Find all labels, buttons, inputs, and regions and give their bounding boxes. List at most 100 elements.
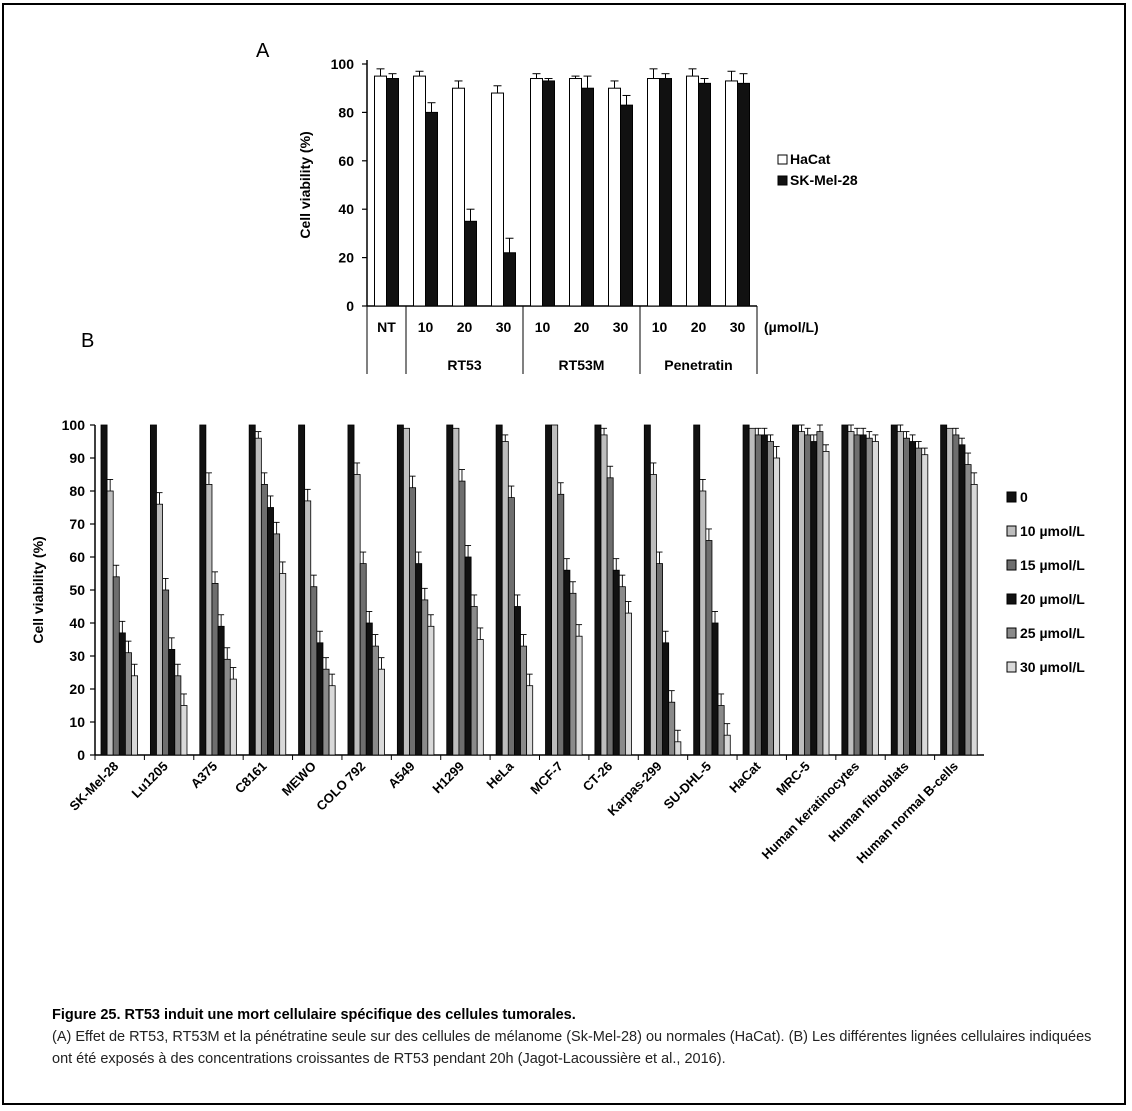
bar-b <box>946 427 954 756</box>
bar-a <box>542 80 555 307</box>
bar-b <box>267 507 274 756</box>
bar-a <box>413 75 426 307</box>
bar-b <box>865 437 873 756</box>
bar-b <box>841 424 849 756</box>
bar-b <box>415 563 423 756</box>
bar-b <box>359 563 367 756</box>
x-tick-label-b: A375 <box>188 759 221 792</box>
y-axis-title-b: Cell viability (%) <box>30 536 46 643</box>
x-tick-label-b: CT-26 <box>580 759 616 795</box>
bar-b <box>149 424 157 756</box>
x-tick-label-b: H1299 <box>429 759 467 797</box>
bar-a <box>569 78 582 307</box>
caption-title: Figure 25. RT53 induit une mort cellulai… <box>52 1007 576 1023</box>
bar-b <box>847 431 855 756</box>
bar-b <box>909 441 917 756</box>
bar-a <box>659 78 672 307</box>
bar-b <box>168 648 176 756</box>
bar-b <box>742 424 750 756</box>
bar-b <box>754 434 762 756</box>
bar-b <box>526 685 534 756</box>
bar-b <box>371 645 379 756</box>
legend-label-b: 10 µmol/L <box>1020 523 1085 539</box>
bar-b <box>112 576 120 756</box>
bar-b <box>940 424 948 756</box>
y-tick-label-b: 80 <box>69 483 85 499</box>
y-tick-label-b: 100 <box>62 417 86 433</box>
bar-b <box>310 586 318 756</box>
bar-b <box>174 675 182 756</box>
x-tick-label-b: HeLa <box>483 758 517 792</box>
y-tick-label-b: 60 <box>69 549 85 565</box>
bar-a <box>464 220 477 307</box>
legend-label-a: HaCat <box>790 151 831 167</box>
legend-label-b: 20 µmol/L <box>1020 591 1085 607</box>
bar-b <box>569 592 577 756</box>
bar-b <box>298 424 306 756</box>
y-tick-label-b: 30 <box>69 648 85 664</box>
bar-b <box>822 451 830 756</box>
bar-b <box>649 474 657 756</box>
bar-b <box>409 487 417 756</box>
bar-b <box>624 612 632 756</box>
bar-b <box>322 668 330 756</box>
bar-b <box>792 424 799 756</box>
bar-b <box>545 424 552 756</box>
bar-b <box>723 734 731 756</box>
bar-b <box>248 424 256 756</box>
bar-b <box>464 556 472 756</box>
bar-b <box>217 625 225 756</box>
x-tick-label-b: SK-Mel-28 <box>66 759 121 814</box>
legend-swatch-b <box>1006 559 1017 571</box>
bar-b <box>656 563 663 756</box>
x-tick-label-a: NT <box>377 319 396 335</box>
x-tick-label-a: 10 <box>418 319 434 335</box>
bar-b <box>853 434 861 756</box>
bar-b <box>223 658 231 756</box>
chart-a: 0 20 40 60 80 100 Cell viability (%) NT 10 20 30 10… <box>297 56 858 374</box>
legend-swatch-b <box>1006 627 1017 639</box>
legend-swatch-a <box>777 175 788 186</box>
x-tick-label-a: 30 <box>730 319 746 335</box>
bar-a <box>737 82 750 307</box>
bar-b <box>816 431 824 756</box>
group-label-a: RT53M <box>559 357 605 373</box>
bar-b <box>662 642 670 756</box>
bar-b <box>162 589 170 756</box>
bar-b <box>378 668 385 756</box>
bar-b <box>563 569 571 756</box>
y-tick-label-b: 50 <box>69 582 85 598</box>
bar-b <box>575 635 583 756</box>
bar-b <box>131 675 138 756</box>
bar-b <box>643 424 651 756</box>
figure-caption: Figure 25. RT53 induit une mort cellulai… <box>52 1004 1102 1070</box>
chart-b: 0 10 20 30 40 50 60 70 80 90 100 Cell viability (%)… <box>30 417 1085 866</box>
x-tick-label-a: 10 <box>652 319 668 335</box>
bar-b <box>211 582 219 756</box>
bar-b <box>353 474 361 756</box>
bar-b <box>921 454 929 756</box>
bar-b <box>890 424 898 756</box>
y-tick-label-a: 60 <box>338 153 354 169</box>
bar-b <box>100 424 108 756</box>
bar-b <box>125 652 132 756</box>
bar-b <box>958 444 966 756</box>
caption-body: (A) Effet de RT53, RT53M et la pénétrati… <box>52 1029 1092 1067</box>
bar-b <box>903 437 910 756</box>
bar-b <box>199 424 207 756</box>
bar-a <box>698 82 711 307</box>
bar-b <box>668 701 676 756</box>
bar-b <box>495 424 503 756</box>
bar-b <box>760 434 768 756</box>
bar-b <box>557 493 565 756</box>
y-tick-label-b: 90 <box>69 450 85 466</box>
unit-label-a: (µmol/L) <box>764 319 819 335</box>
bar-b <box>421 599 429 756</box>
bar-b <box>964 464 972 756</box>
x-tick-label-a: 20 <box>574 319 590 335</box>
figure-frame <box>2 3 1126 1105</box>
panel-b-letter: B <box>81 330 95 352</box>
x-tick-label-b: MCF-7 <box>527 759 566 798</box>
bar-a <box>620 104 633 307</box>
bar-a <box>686 75 699 307</box>
